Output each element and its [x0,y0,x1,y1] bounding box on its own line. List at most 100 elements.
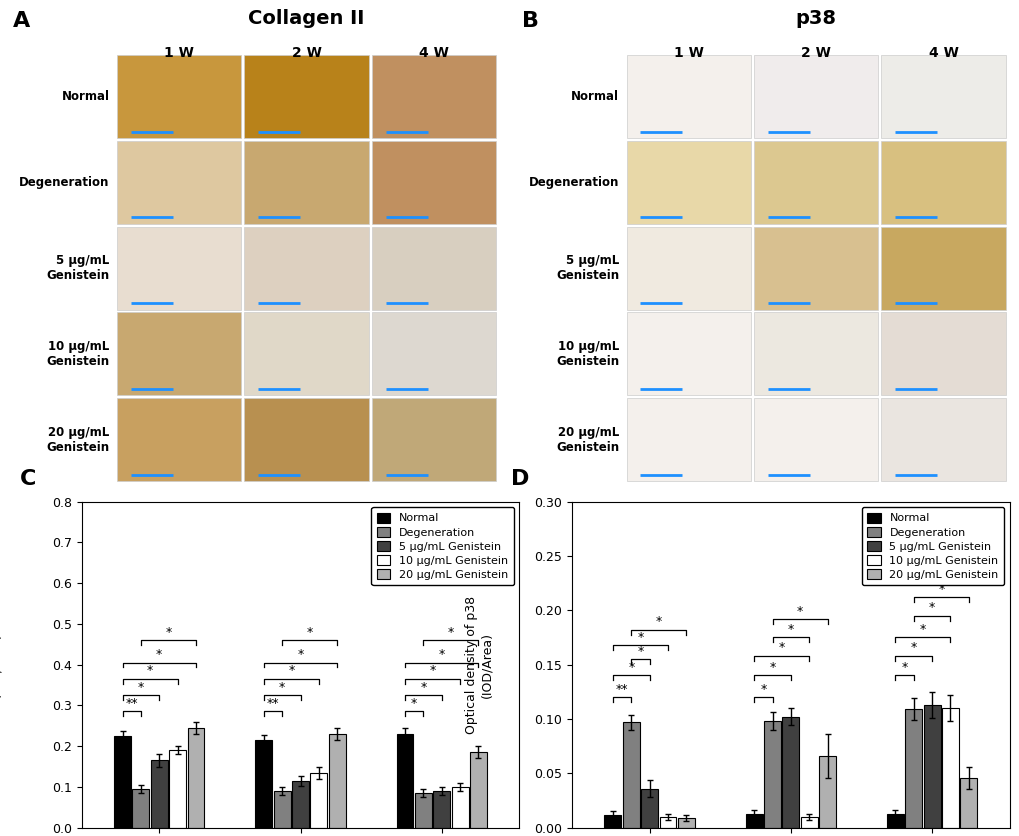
Text: *: * [438,648,444,661]
Text: *: * [447,625,453,639]
Bar [245,227,369,309]
Bar [626,55,750,138]
Bar [753,55,877,138]
Text: *: * [165,625,171,639]
Text: *: * [787,623,793,636]
Text: *: * [298,648,304,661]
Text: D: D [511,468,529,488]
Bar [470,752,486,828]
Text: p38: p38 [795,9,836,28]
Bar [626,227,750,309]
Text: 2 W: 2 W [291,47,321,60]
Text: 4 W: 4 W [928,47,958,60]
Text: *: * [910,641,916,655]
Text: *: * [777,641,784,655]
Text: **: ** [266,697,279,710]
Bar [117,227,242,309]
Text: 10 μg/mL
Genistein: 10 μg/mL Genistein [47,340,110,368]
Bar [245,55,369,138]
Bar [880,313,1005,395]
Bar [887,813,903,828]
Text: **: ** [615,683,628,696]
Bar [942,708,958,828]
Bar [626,398,750,481]
Bar [372,227,496,309]
Bar [187,728,204,828]
Bar [396,734,413,828]
Text: Degeneration: Degeneration [529,176,619,189]
Text: *: * [156,648,162,661]
Text: *: * [279,681,285,694]
Text: Collagen II: Collagen II [249,9,365,28]
Y-axis label: Optical density of p38
(IOD/Area): Optical density of p38 (IOD/Area) [465,595,492,734]
Text: *: * [147,665,153,677]
Bar [880,140,1005,224]
Text: 20 μg/mL
Genistein: 20 μg/mL Genistein [555,426,619,454]
Bar [169,750,185,828]
Bar [623,722,639,828]
Text: *: * [138,681,144,694]
Text: *: * [796,604,802,618]
Text: *: * [901,661,907,674]
Bar [905,709,921,828]
Bar [753,227,877,309]
Text: 1 W: 1 W [674,47,703,60]
Bar [255,740,272,828]
Bar [245,398,369,481]
Text: *: * [288,665,294,677]
Bar [372,313,496,395]
Text: *: * [420,681,426,694]
Bar [678,818,694,828]
Bar [763,721,781,828]
Bar [372,55,496,138]
Text: 1 W: 1 W [164,47,194,60]
Text: *: * [637,645,643,658]
Bar [641,788,657,828]
Y-axis label: Optical density of Collagen II
(IOD/Area): Optical density of Collagen II (IOD/Area… [0,574,3,755]
Bar [753,313,877,395]
Text: 5 μg/mL
Genistein: 5 μg/mL Genistein [47,254,110,282]
Bar [604,814,621,828]
Bar [245,313,369,395]
Bar [880,398,1005,481]
Text: Normal: Normal [61,90,110,103]
Bar [372,398,496,481]
Bar [923,705,940,828]
Text: *: * [759,683,765,696]
Legend: Normal, Degeneration, 5 μg/mL Genistein, 10 μg/mL Genistein, 20 μg/mL Genistein: Normal, Degeneration, 5 μg/mL Genistein,… [861,507,1004,585]
Text: *: * [411,697,417,710]
Text: Normal: Normal [571,90,619,103]
Bar [626,313,750,395]
Bar [328,734,345,828]
Bar [451,787,468,828]
Bar [880,55,1005,138]
Bar [117,55,242,138]
Bar [291,781,309,828]
Bar [117,398,242,481]
Bar [114,736,130,828]
Bar [273,791,290,828]
Text: B: B [522,11,539,31]
Bar [960,777,976,828]
Text: *: * [919,623,925,636]
Text: C: C [20,468,37,488]
Bar [800,817,817,828]
Text: *: * [429,665,435,677]
Bar [151,761,167,828]
Bar [782,716,799,828]
Text: 10 μg/mL
Genistein: 10 μg/mL Genistein [555,340,619,368]
Text: 20 μg/mL
Genistein: 20 μg/mL Genistein [47,426,110,454]
Text: Degeneration: Degeneration [19,176,110,189]
Text: *: * [637,630,643,644]
Bar [415,793,431,828]
Bar [753,398,877,481]
Legend: Normal, Degeneration, 5 μg/mL Genistein, 10 μg/mL Genistein, 20 μg/mL Genistein: Normal, Degeneration, 5 μg/mL Genistein,… [371,507,514,585]
Text: *: * [937,583,944,596]
Bar [433,791,449,828]
Bar [372,140,496,224]
Bar [626,140,750,224]
Bar [245,140,369,224]
Text: **: ** [125,697,138,710]
Text: A: A [12,11,30,31]
Bar [117,140,242,224]
